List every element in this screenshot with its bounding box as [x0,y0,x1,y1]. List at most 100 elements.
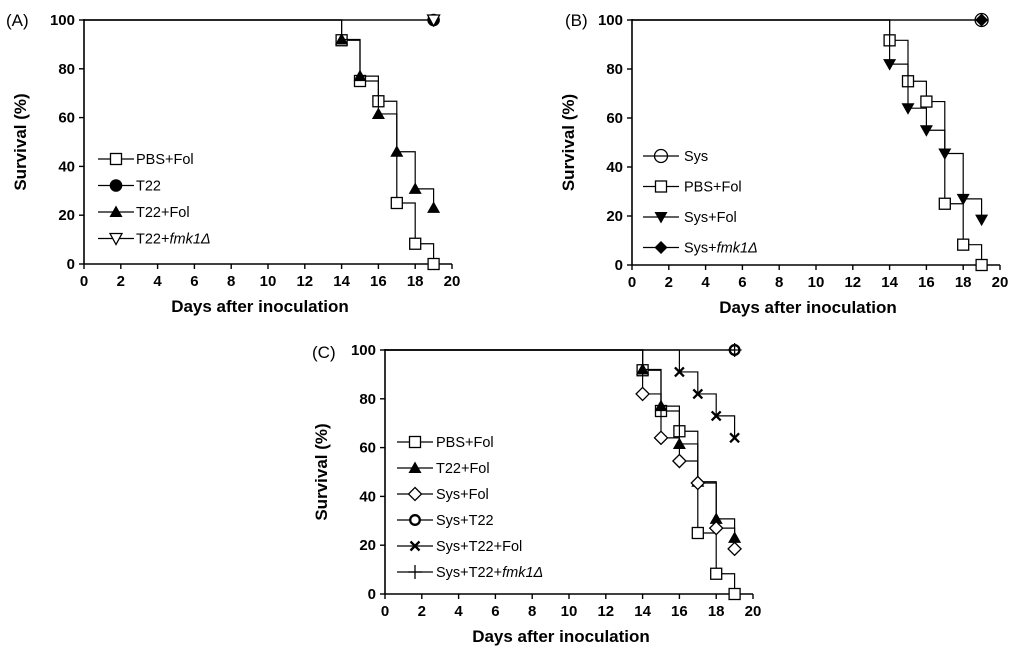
data-point [975,214,989,227]
y-tick-label: 80 [606,61,623,78]
legend-symbol [407,486,423,502]
y-tick-label: 60 [606,110,623,127]
x-tick-label: 20 [745,603,762,620]
survival-step-line [385,349,736,438]
legend-label: PBS+Fol [436,435,494,451]
legend-item-sys-fol: Sys+Fol [643,210,737,226]
y-tick-label: 100 [50,12,75,29]
data-point [390,196,403,210]
data-point [674,366,685,378]
x-tick-label: 6 [190,273,198,290]
y-tick-label: 100 [598,12,623,29]
x-tick-label: 2 [665,274,673,291]
series-sys-fol [632,19,989,227]
data-point [938,197,951,210]
data-point [710,567,723,580]
x-tick-label: 14 [333,273,350,290]
data-point [975,258,988,272]
legend-item-sys-fol: Sys+Fol [397,486,489,503]
data-point [920,95,933,108]
legend: PBS+Fol T22+Fol Sys+Fol Sys+T22 Sys+T22+Fol S… [397,435,543,581]
panel-label-b: (B) [565,11,588,30]
legend-symbol [409,514,421,526]
y-axis-title: Survival (%) [312,423,331,520]
x-tick-label: 14 [881,274,898,291]
legend-label: T22+Fol [136,205,190,221]
legend-symbol [108,232,124,246]
data-point [409,237,422,250]
data-point [710,410,722,422]
x-tick-label: 4 [153,273,162,290]
panel-label-a: (A) [6,11,29,30]
data-point [729,432,740,444]
legend-item-sys: Sys [643,148,708,165]
data-point [690,475,706,491]
series-sys-t22-fmk1 [385,343,742,357]
y-tick-label: 40 [58,158,75,175]
legend-symbol [408,461,422,473]
legend-symbol [653,148,669,164]
legend-item-sys-fmk1: Sys+fmk1Δ [643,241,758,257]
legend-label: Sys [684,149,708,165]
series-t22-fol [84,19,441,213]
x-tick-label: 12 [296,273,313,290]
legend-symbol [409,540,421,552]
y-tick-label: 20 [58,207,75,224]
x-tick-label: 8 [227,273,235,290]
data-point [353,69,367,82]
data-point [408,182,422,194]
survival-step-line [84,19,435,264]
x-tick-label: 16 [671,603,688,620]
legend-label: Sys+Fol [684,210,737,226]
data-point [390,145,404,157]
x-tick-label: 12 [844,274,861,291]
y-tick-label: 40 [359,488,376,505]
chart-panel-b: (B) 0 2 4 6 8 10 12 14 16 18 20 0 20 40 60 80 100 Days aft… [559,11,1008,317]
legend-label: Sys+T22+fmk1Δ [436,565,543,581]
data-point [427,257,440,271]
y-tick-label: 20 [359,537,376,554]
legend-item-pbs-fol: PBS+Fol [98,152,194,168]
y-tick-label: 0 [368,586,376,603]
data-point [635,386,651,402]
legend-label: Sys+T22+Fol [436,539,522,555]
legend: PBS+Fol T22 T22+Fol T22+fmk1Δ [98,152,211,248]
data-point [956,193,970,206]
x-axis-title: Days after inoculation [472,627,650,646]
x-tick-label: 16 [918,274,935,291]
data-point [883,59,897,71]
x-tick-label: 8 [528,603,536,620]
series-sys-fol [385,349,743,557]
y-axis-title: Survival (%) [559,94,578,191]
legend-item-sys-t22-fmk1: Sys+T22+fmk1Δ [397,565,543,581]
x-tick-label: 10 [808,274,825,291]
x-tick-label: 0 [80,273,88,290]
legend-symbol [408,435,422,449]
legend-label: Sys+T22 [436,513,494,529]
x-tick-label: 0 [628,274,636,291]
y-tick-label: 0 [615,257,623,274]
x-tick-label: 12 [597,603,614,620]
legend-label: T22+fmk1Δ [136,232,211,248]
series-sys-t22-fol [385,349,740,444]
x-tick-label: 8 [775,274,783,291]
series-sys-fmk1 [632,13,989,27]
legend-item-t22-fol: T22+Fol [397,461,490,477]
x-tick-label: 6 [491,603,499,620]
data-point [427,201,441,213]
x-tick-label: 18 [708,603,725,620]
y-tick-label: 0 [67,256,75,273]
chart-panel-a: (A) 0 2 4 6 8 10 12 14 16 18 20 0 20 40 60 80 100 Days aft… [6,11,460,316]
legend-symbol [408,565,422,579]
survival-step-line [632,19,983,265]
x-tick-label: 4 [454,603,463,620]
data-point [975,13,989,27]
data-point [653,430,669,446]
data-point [728,587,741,601]
x-tick-label: 14 [634,603,651,620]
y-axis-title: Survival (%) [11,93,30,190]
x-tick-label: 2 [117,273,125,290]
series-t22-fmk1 [84,14,441,28]
data-point [727,343,742,357]
